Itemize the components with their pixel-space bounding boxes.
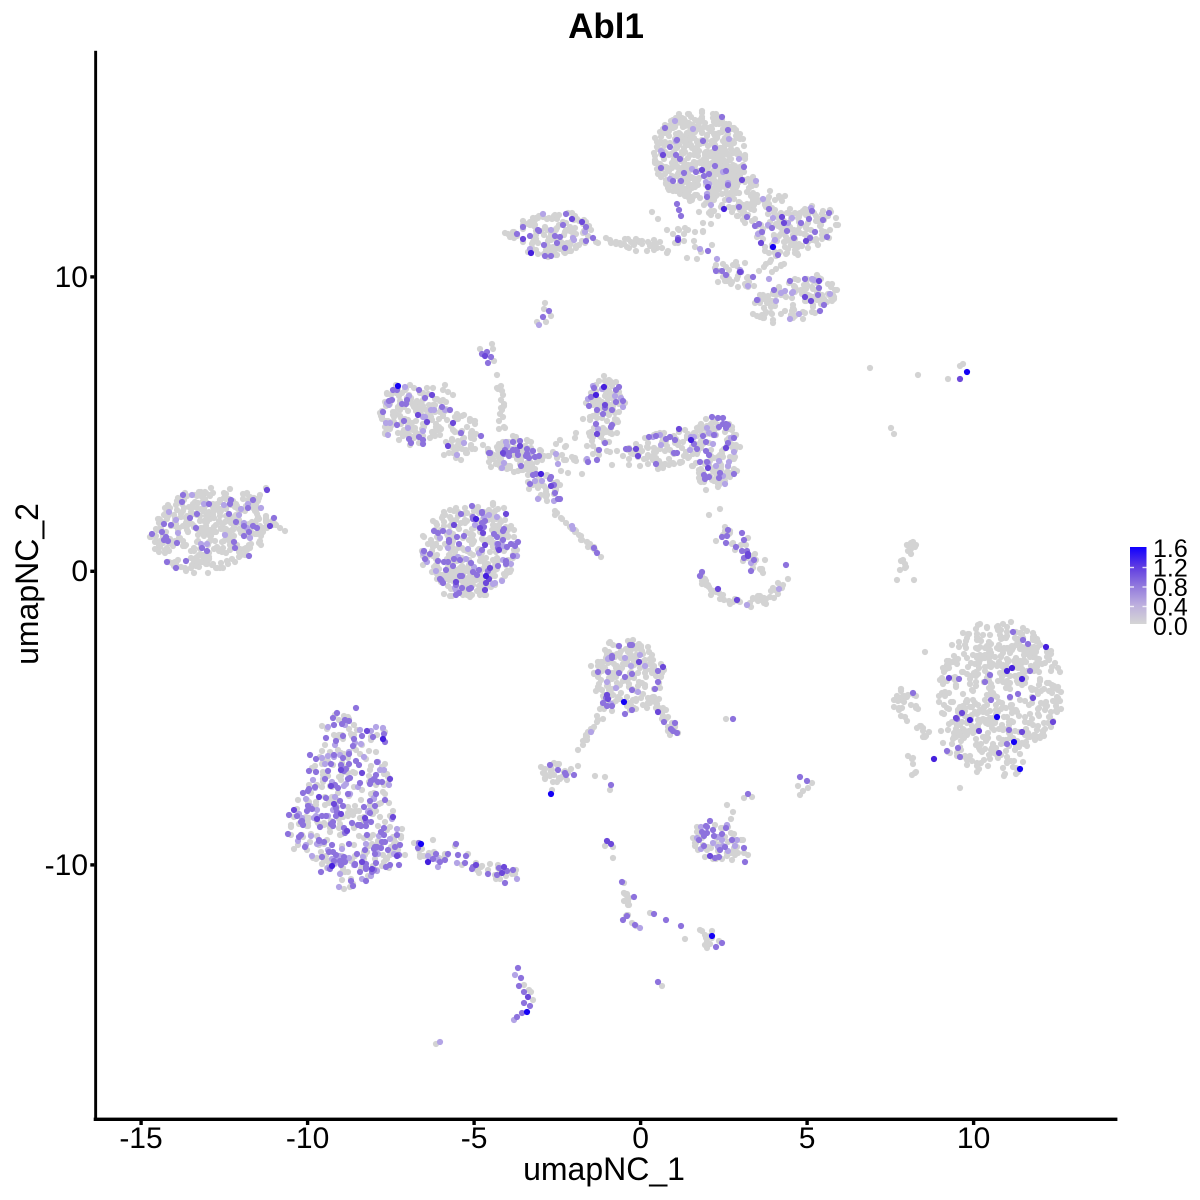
- svg-text:0.4: 0.4: [1153, 594, 1188, 622]
- svg-text:0.8: 0.8: [1153, 574, 1188, 602]
- svg-text:-10: -10: [45, 849, 88, 882]
- svg-text:5: 5: [799, 1122, 816, 1155]
- svg-text:0: 0: [71, 555, 88, 588]
- svg-text:umapNC_2: umapNC_2: [9, 503, 45, 665]
- svg-text:10: 10: [957, 1122, 990, 1155]
- svg-text:1.2: 1.2: [1153, 555, 1188, 583]
- svg-text:-10: -10: [286, 1122, 329, 1155]
- svg-text:Abl1: Abl1: [568, 7, 644, 46]
- svg-text:1.6: 1.6: [1153, 535, 1188, 563]
- svg-text:0: 0: [632, 1122, 649, 1155]
- svg-text:-15: -15: [119, 1122, 162, 1155]
- svg-text:0.0: 0.0: [1153, 613, 1188, 641]
- svg-text:-5: -5: [461, 1122, 488, 1155]
- svg-text:10: 10: [55, 261, 88, 294]
- svg-text:umapNC_1: umapNC_1: [523, 1151, 685, 1187]
